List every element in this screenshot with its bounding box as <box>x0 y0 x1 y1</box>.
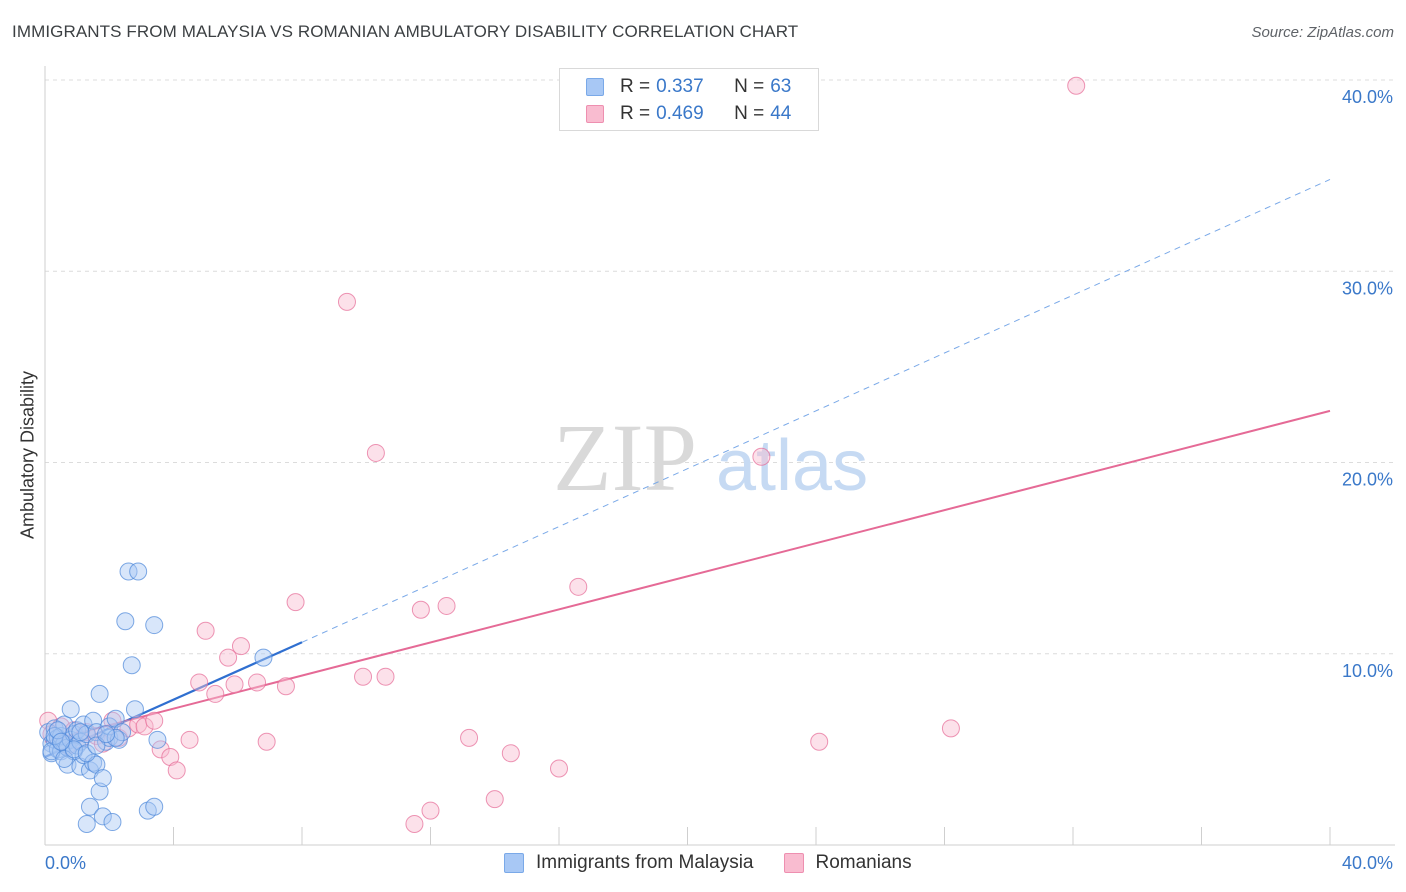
malaysia-point <box>55 749 74 768</box>
malaysia-point <box>84 753 103 772</box>
malaysia-point <box>77 744 96 763</box>
trend-lines <box>44 178 1331 759</box>
watermark: ZIP atlas <box>553 404 868 511</box>
source-credit: Source: ZipAtlas.com <box>1251 24 1394 41</box>
romanian-point <box>752 447 771 466</box>
romanian-point <box>257 732 276 751</box>
series-swatch-malaysia <box>504 853 524 873</box>
axes <box>44 66 1395 846</box>
malaysia-point <box>106 728 125 747</box>
malaysia-point <box>145 797 164 816</box>
romanian-point <box>411 600 430 619</box>
romanian-point <box>286 593 305 612</box>
watermark-zip: ZIP <box>553 404 697 511</box>
romanian-point <box>135 717 154 736</box>
malaysia-point <box>48 721 67 740</box>
romanian-point <box>405 814 424 833</box>
tick-labels: 10.0% 20.0% 30.0% 40.0% 0.0% 40.0% <box>45 87 1393 873</box>
y-tick-label: 10.0% <box>1342 661 1393 681</box>
data-points <box>39 76 1086 833</box>
malaysia-point <box>84 711 103 730</box>
romanian-point <box>376 667 395 686</box>
malaysia-point <box>125 700 144 719</box>
malaysia-point <box>93 807 112 826</box>
romanian-point <box>337 292 356 311</box>
romanian-point <box>941 719 960 738</box>
romanian-point <box>437 596 456 615</box>
romanian-point <box>460 728 479 747</box>
series-legend: Immigrants from Malaysia Romanians <box>504 852 942 874</box>
legend-n-value: 63 <box>770 76 792 97</box>
legend-r-value: 0.337 <box>656 76 704 97</box>
romanian-point <box>501 744 520 763</box>
legend-r-value: 0.469 <box>656 103 704 124</box>
malaysia-point <box>254 648 273 667</box>
romanian-point <box>231 637 250 656</box>
malaysia-point <box>87 736 106 755</box>
romanian-point <box>225 675 244 694</box>
malaysia-point <box>61 700 80 719</box>
malaysia-point <box>145 616 164 635</box>
legend-row-malaysia: R = 0.337 N = 63 <box>586 75 791 99</box>
y-axis-label: Ambulatory Disability <box>17 370 38 540</box>
legend-swatch-malaysia <box>586 78 604 96</box>
x-tick-label: 40.0% <box>1342 853 1393 873</box>
romanian-point <box>248 673 267 692</box>
romanian-point <box>167 761 186 780</box>
series-legend-romanians[interactable]: Romanians <box>783 852 912 874</box>
malaysia-point <box>116 612 135 631</box>
romanian-point <box>151 740 170 759</box>
malaysia-point <box>74 746 93 765</box>
malaysia-point <box>103 813 122 832</box>
romanian-point <box>196 621 215 640</box>
romanian-point <box>550 759 568 778</box>
chart-title: IMMIGRANTS FROM MALAYSIA VS ROMANIAN AMB… <box>12 22 799 41</box>
romanian-point <box>206 684 225 703</box>
malaysia-point <box>93 769 112 788</box>
x-tick-label: 0.0% <box>45 853 86 873</box>
legend-r-label: R = <box>620 76 651 97</box>
romanian-point <box>569 577 588 596</box>
y-tick-label: 40.0% <box>1342 87 1393 107</box>
malaysia-trend-extension <box>301 178 1331 643</box>
series-legend-malaysia[interactable]: Immigrants from Malaysia <box>504 852 754 874</box>
romanian-point <box>810 732 829 751</box>
y-tick-label: 30.0% <box>1342 278 1393 298</box>
series-label-romanians: Romanians <box>815 852 912 873</box>
malaysia-point <box>148 730 167 749</box>
malaysia-point <box>52 732 71 751</box>
malaysia-point <box>71 723 90 742</box>
romanian-point <box>180 730 199 749</box>
malaysia-point <box>119 562 138 581</box>
romanian-point <box>421 801 440 820</box>
malaysia-point <box>97 725 116 744</box>
stats-legend: R = 0.337 N = 63 R = 0.469 N = 44 <box>559 68 819 131</box>
malaysia-point <box>122 656 141 675</box>
malaysia-point <box>90 782 109 801</box>
y-tick-label: 20.0% <box>1342 470 1393 490</box>
series-label-malaysia: Immigrants from Malaysia <box>536 852 754 873</box>
legend-row-romanians: R = 0.469 N = 44 <box>586 102 791 126</box>
watermark-atlas: atlas <box>716 426 868 506</box>
malaysia-point <box>90 684 109 703</box>
legend-swatch-romanians <box>586 105 604 123</box>
legend-n-label: N = <box>734 103 765 124</box>
romanian-point <box>366 443 385 462</box>
romanian-point <box>485 790 504 809</box>
series-swatch-romanians <box>783 853 804 873</box>
romanian-point <box>1067 76 1086 95</box>
legend-n-label: N = <box>734 76 765 97</box>
legend-n-value: 44 <box>770 103 792 124</box>
malaysia-point <box>77 814 96 833</box>
romanian-trend-line <box>44 409 1331 743</box>
malaysia-point <box>80 797 99 816</box>
legend-r-label: R = <box>620 103 651 124</box>
romanian-point <box>190 673 209 692</box>
romanian-point <box>145 711 164 730</box>
malaysia-point <box>129 562 148 581</box>
romanian-point <box>219 648 238 667</box>
romanian-point <box>276 677 295 696</box>
romanian-point <box>354 667 373 686</box>
